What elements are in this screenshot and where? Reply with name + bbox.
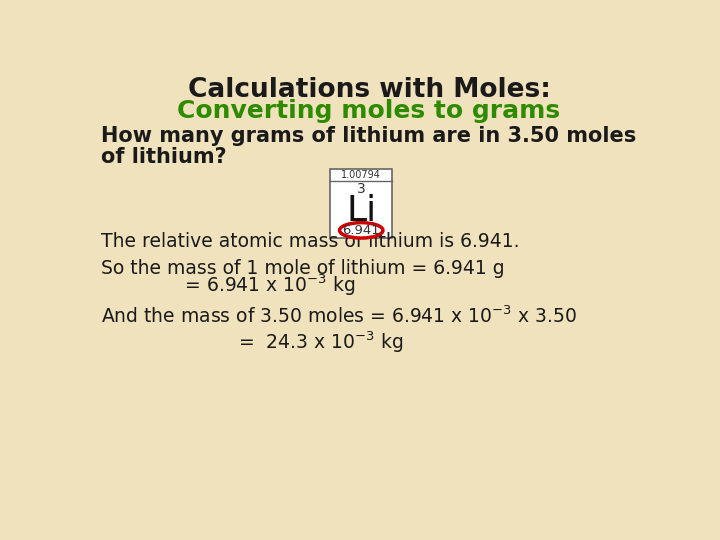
Text: How many grams of lithium are in 3.50 moles: How many grams of lithium are in 3.50 mo… [101, 126, 636, 146]
Text: of lithium?: of lithium? [101, 147, 227, 167]
Text: So the mass of 1 mole of lithium = 6.941 g: So the mass of 1 mole of lithium = 6.941… [101, 259, 505, 278]
Text: Calculations with Moles:: Calculations with Moles: [188, 77, 550, 103]
Text: 1.00794: 1.00794 [341, 170, 381, 180]
Text: =  24.3 x 10$^{-3}$ kg: = 24.3 x 10$^{-3}$ kg [101, 329, 403, 355]
Text: Converting moles to grams: Converting moles to grams [177, 99, 561, 123]
Text: The relative atomic mass of lithium is 6.941.: The relative atomic mass of lithium is 6… [101, 232, 519, 252]
Ellipse shape [340, 222, 383, 238]
FancyBboxPatch shape [330, 168, 392, 238]
Text: And the mass of 3.50 moles = 6.941 x 10$^{-3}$ x 3.50: And the mass of 3.50 moles = 6.941 x 10$… [101, 306, 577, 327]
Text: 6.941: 6.941 [343, 224, 380, 237]
Text: 3: 3 [357, 182, 366, 196]
Text: Li: Li [346, 194, 377, 228]
Text: = 6.941 x 10$^{-3}$ kg: = 6.941 x 10$^{-3}$ kg [101, 272, 356, 298]
